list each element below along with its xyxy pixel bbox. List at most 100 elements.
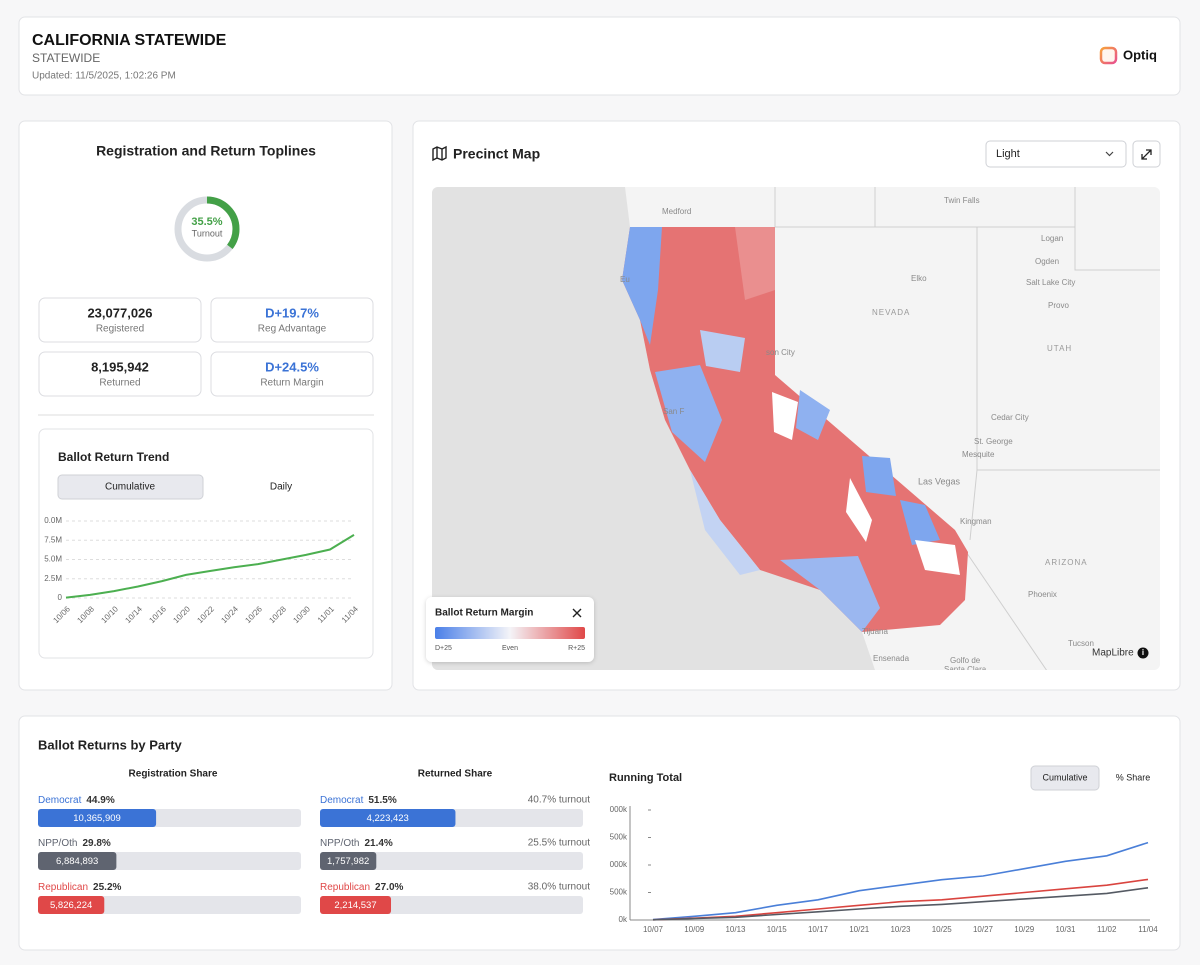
y-tick-label: 5.0M — [44, 555, 62, 564]
series-line — [652, 887, 1149, 921]
trend-title: Ballot Return Trend — [58, 450, 169, 464]
share-bar — [38, 852, 117, 870]
x-tick-label: 11/04 — [1138, 925, 1158, 934]
party-count: 4,223,423 — [367, 813, 409, 824]
place-label: San F — [663, 407, 684, 416]
party-count: 10,365,909 — [73, 813, 121, 824]
y-tick-label: 0.0M — [44, 516, 62, 525]
style-select-value[interactable]: Light — [996, 148, 1020, 160]
party-label: Republican 27.0% — [320, 882, 404, 893]
updated-time: Updated: 11/5/2025, 1:02:26 PM — [32, 71, 176, 82]
party-card — [18, 715, 1181, 951]
stat-value: D+24.5% — [265, 359, 319, 374]
stat-value: 23,077,026 — [87, 305, 152, 320]
state-borders — [774, 187, 1160, 670]
place-label: St. George — [974, 437, 1013, 446]
place-label: Medford — [662, 207, 691, 216]
stat-label: Registered — [96, 324, 144, 335]
party-name: Republican — [38, 882, 88, 893]
party-name: Republican — [320, 882, 370, 893]
party-share: 27.0% — [375, 882, 403, 893]
precinct-area — [900, 500, 940, 545]
ocean — [432, 187, 875, 670]
party-count: 6,884,893 — [56, 856, 98, 867]
place-label: Santa Clara — [944, 665, 987, 674]
turnout-caption: Turnout — [192, 228, 223, 238]
legend-high: R+25 — [568, 645, 585, 652]
y-tick-label: 0 — [58, 593, 63, 602]
stat-box — [210, 351, 374, 397]
party-label: Republican 25.2% — [38, 882, 122, 893]
x-tick-label: 10/09 — [684, 925, 705, 934]
place-label: Logan — [1041, 234, 1063, 243]
stat-label: Returned — [99, 378, 140, 389]
party-name: Democrat — [38, 795, 82, 806]
california-precincts — [622, 227, 968, 632]
x-tick-label: 10/17 — [808, 925, 829, 934]
place-label: Elko — [911, 274, 927, 283]
tab-label[interactable]: % Share — [1116, 772, 1151, 782]
turnout-arc — [174, 196, 240, 262]
legend-mid: Even — [502, 645, 518, 652]
stat-boxes: 23,077,026 Registered D+19.7% Reg Advant… — [38, 297, 374, 397]
x-tick-label: 10/07 — [643, 925, 664, 934]
place-labels: Medford Twin Falls Logan Ogden Salt Lake… — [620, 196, 1094, 674]
precinct-area — [862, 456, 896, 496]
place-label: Kingman — [960, 517, 992, 526]
stat-box — [210, 297, 374, 343]
y-tick-label: 000k — [610, 805, 628, 814]
place-label: Phoenix — [1028, 590, 1057, 599]
expand-icon — [1141, 149, 1152, 160]
party-label: Democrat 44.9% — [38, 795, 115, 806]
party-name: Democrat — [320, 795, 364, 806]
stat-value: D+19.7% — [265, 305, 319, 320]
party-count: 1,757,982 — [327, 856, 369, 867]
precinct-area — [690, 470, 760, 575]
chevron — [1105, 151, 1114, 157]
tab-label[interactable]: Cumulative — [1042, 772, 1087, 782]
party-turnout: 25.5% turnout — [528, 838, 590, 849]
style-select[interactable] — [985, 140, 1127, 168]
y-tick-label: 000k — [610, 860, 628, 869]
tab-active[interactable] — [57, 474, 204, 500]
party-turnout: 38.0% turnout — [528, 882, 590, 893]
turnout-value: 35.5% — [191, 216, 222, 228]
legend-close[interactable] — [572, 608, 582, 618]
precinct-area — [735, 227, 775, 300]
y-tick-label: 500k — [610, 888, 628, 897]
party-share: 29.8% — [82, 838, 110, 849]
bar-track — [320, 852, 583, 870]
share-bar — [320, 809, 456, 827]
x-tick-label: 10/29 — [1014, 925, 1035, 934]
map: Medford Twin Falls Logan Ogden Salt Lake… — [432, 187, 1160, 674]
party-turnout: 40.7% turnout — [528, 795, 590, 806]
region-label: ARIZONA — [1045, 558, 1088, 567]
y-tick-label: 7.5M — [44, 535, 62, 544]
tab-label[interactable]: Cumulative — [105, 482, 155, 493]
x-tick-label: 10/13 — [725, 925, 746, 934]
share-bar — [320, 852, 377, 870]
place-label: Eu — [620, 275, 630, 284]
tab-label[interactable]: Daily — [270, 482, 292, 493]
x-tick-label: 10/25 — [932, 925, 953, 934]
x-tick-label: 10/15 — [767, 925, 788, 934]
party-share: 21.4% — [364, 838, 392, 849]
tab-active[interactable] — [1030, 765, 1100, 791]
section-title: Returned Share — [418, 769, 493, 780]
party-label: NPP/Oth 21.4% — [320, 838, 393, 849]
map-icon — [432, 145, 447, 162]
info-icon[interactable] — [1137, 647, 1149, 659]
y-tick-label: 0k — [619, 915, 628, 924]
map-legend: Ballot Return Margin D+25 Even R+25 — [426, 597, 594, 662]
page-subtitle: STATEWIDE — [32, 51, 100, 65]
party-label: NPP/Oth 29.8% — [38, 838, 111, 849]
party-count: 2,214,537 — [334, 900, 376, 911]
party-name: NPP/Oth — [38, 838, 77, 849]
x-tick-label: 10/23 — [890, 925, 911, 934]
party-label: Democrat 51.5% — [320, 795, 397, 806]
precinct-area — [780, 556, 880, 632]
legend-gradient — [435, 627, 585, 639]
